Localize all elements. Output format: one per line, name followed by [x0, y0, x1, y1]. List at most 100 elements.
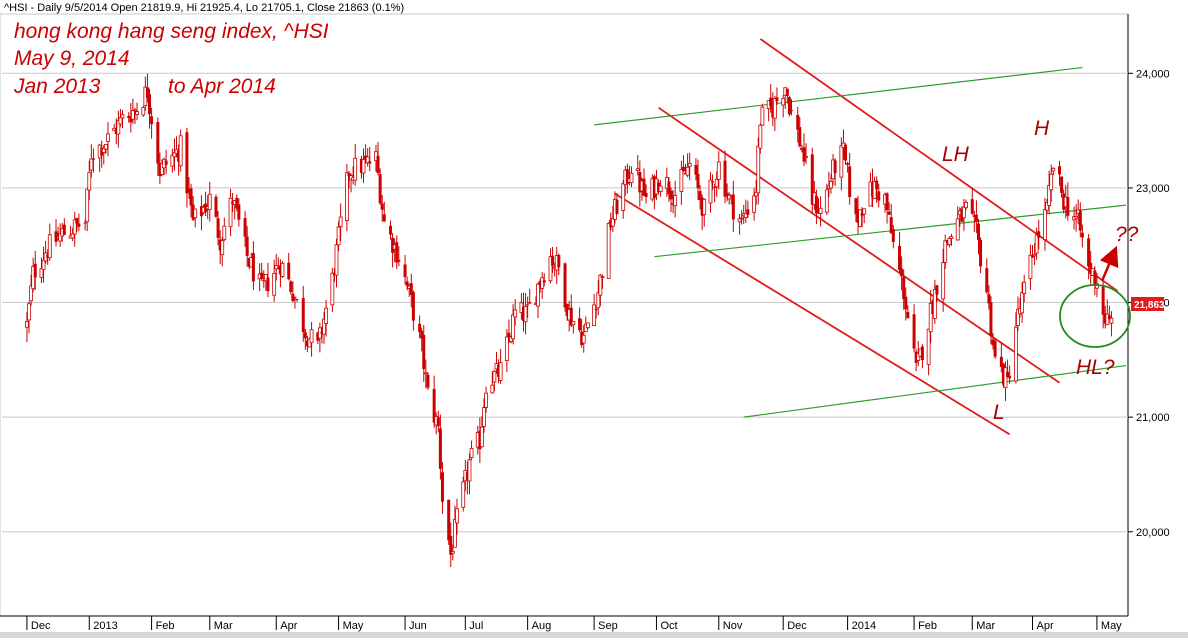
- candle-body-down: [158, 163, 162, 177]
- candle-body-down: [426, 374, 430, 388]
- candle-body-down: [970, 199, 974, 214]
- candle-body-down: [214, 196, 218, 217]
- candle-body-up: [170, 154, 175, 167]
- candle-body-up: [571, 320, 576, 326]
- candle-body-down: [127, 115, 131, 118]
- candle-body-down: [775, 97, 779, 102]
- candle-body-down: [77, 223, 81, 227]
- candle-body-up: [228, 197, 233, 228]
- candle-body-up: [804, 156, 808, 159]
- candle-body-up: [492, 370, 497, 383]
- candle-body-up: [25, 321, 29, 328]
- candle-body-up: [1045, 202, 1049, 211]
- annotation-range-start: Jan 2013: [13, 75, 101, 98]
- candle-body-up: [280, 262, 285, 277]
- candle-body-down: [316, 332, 320, 341]
- candle-body-down: [293, 297, 297, 299]
- candle-body-down: [681, 166, 685, 172]
- candle-body-down: [563, 263, 567, 308]
- candle-body-down: [985, 268, 989, 293]
- candle-body-up: [272, 272, 277, 296]
- candle-body-up: [932, 289, 937, 319]
- candle-body-down: [1060, 176, 1064, 193]
- candle-body-up: [708, 179, 713, 204]
- x-tick-label: Dec: [31, 620, 51, 632]
- candle-body-up: [1074, 216, 1079, 219]
- candle-body-down: [999, 356, 1003, 367]
- candle-body-up: [702, 198, 707, 216]
- candle-body-down: [914, 351, 918, 363]
- candle-body-down: [204, 203, 208, 213]
- candle-body-down: [62, 224, 66, 235]
- candle-body-down: [976, 223, 980, 241]
- candle-body-up: [482, 407, 486, 427]
- candle-body-up: [207, 193, 212, 210]
- candle-body-down: [378, 174, 382, 204]
- candle-body-down: [33, 263, 37, 278]
- candle-body-up: [322, 318, 326, 335]
- candle-body-up: [596, 292, 601, 309]
- candle-body-down: [75, 218, 79, 224]
- candle-body-down: [129, 117, 133, 123]
- candlestick-series: [25, 73, 1114, 567]
- candle-body-down: [1093, 270, 1097, 285]
- candle-body-down: [902, 277, 906, 300]
- x-tick-label: Dec: [787, 620, 807, 632]
- candle-body-down: [243, 218, 247, 237]
- candle-body-down: [846, 163, 850, 165]
- green-trend-line: [594, 66, 1083, 126]
- candle-body-down: [278, 265, 282, 275]
- candle-body-up: [949, 236, 954, 239]
- candle-body-down: [817, 211, 821, 214]
- label-question: ??: [1115, 223, 1139, 246]
- x-tick-label: May: [1101, 620, 1122, 632]
- annotation-title: hong kong hang seng index, ^HSI: [14, 20, 329, 43]
- candle-body-down: [1103, 313, 1107, 324]
- candle-body-down: [725, 192, 729, 195]
- candle-body-down: [945, 240, 949, 244]
- candle-body-down: [1062, 193, 1066, 210]
- candle-body-up: [511, 314, 515, 340]
- candle-body-down: [746, 209, 750, 215]
- candle-body-down: [403, 264, 407, 278]
- candle-body-down: [885, 193, 889, 211]
- candle-body-up: [467, 459, 472, 482]
- candle-body-up: [72, 219, 77, 235]
- candle-body-down: [1037, 231, 1041, 238]
- red-trend-line: [614, 192, 1011, 436]
- y-tick-label: 21,000: [1136, 412, 1170, 424]
- candle-body-down: [347, 172, 351, 176]
- candle-body-up: [1013, 326, 1018, 382]
- candle-body-down: [979, 239, 983, 267]
- candle-body-up: [133, 109, 137, 112]
- candle-body-down: [395, 242, 399, 263]
- candle-body-up: [540, 277, 545, 289]
- candle-body-up: [606, 222, 611, 279]
- y-tick-label: 23,000: [1136, 183, 1170, 195]
- candle-body-down: [935, 285, 939, 295]
- candle-body-down: [237, 204, 241, 220]
- x-tick-label: Aug: [532, 620, 552, 632]
- candle-body-down: [569, 307, 573, 326]
- candle-body-up: [581, 334, 586, 344]
- candle-body-down: [542, 280, 546, 283]
- candle-body-down: [615, 200, 619, 215]
- candle-body-up: [1047, 185, 1052, 206]
- candle-body-down: [276, 268, 280, 270]
- candle-body-up: [172, 152, 177, 158]
- candle-body-up: [523, 306, 528, 323]
- candle-body-down: [521, 307, 525, 321]
- candle-body-up: [41, 259, 46, 271]
- candle-body-up: [714, 178, 719, 188]
- candle-body-down: [368, 161, 372, 164]
- candle-body-up: [101, 148, 106, 153]
- candle-body-down: [642, 178, 646, 196]
- candle-body-down: [156, 122, 160, 164]
- candle-body-down: [652, 176, 656, 198]
- candle-body-down: [1078, 210, 1082, 231]
- candle-body-down: [580, 331, 584, 346]
- candle-body-up: [760, 106, 765, 126]
- candle-body-up: [263, 274, 268, 282]
- candle-body-up: [130, 110, 135, 120]
